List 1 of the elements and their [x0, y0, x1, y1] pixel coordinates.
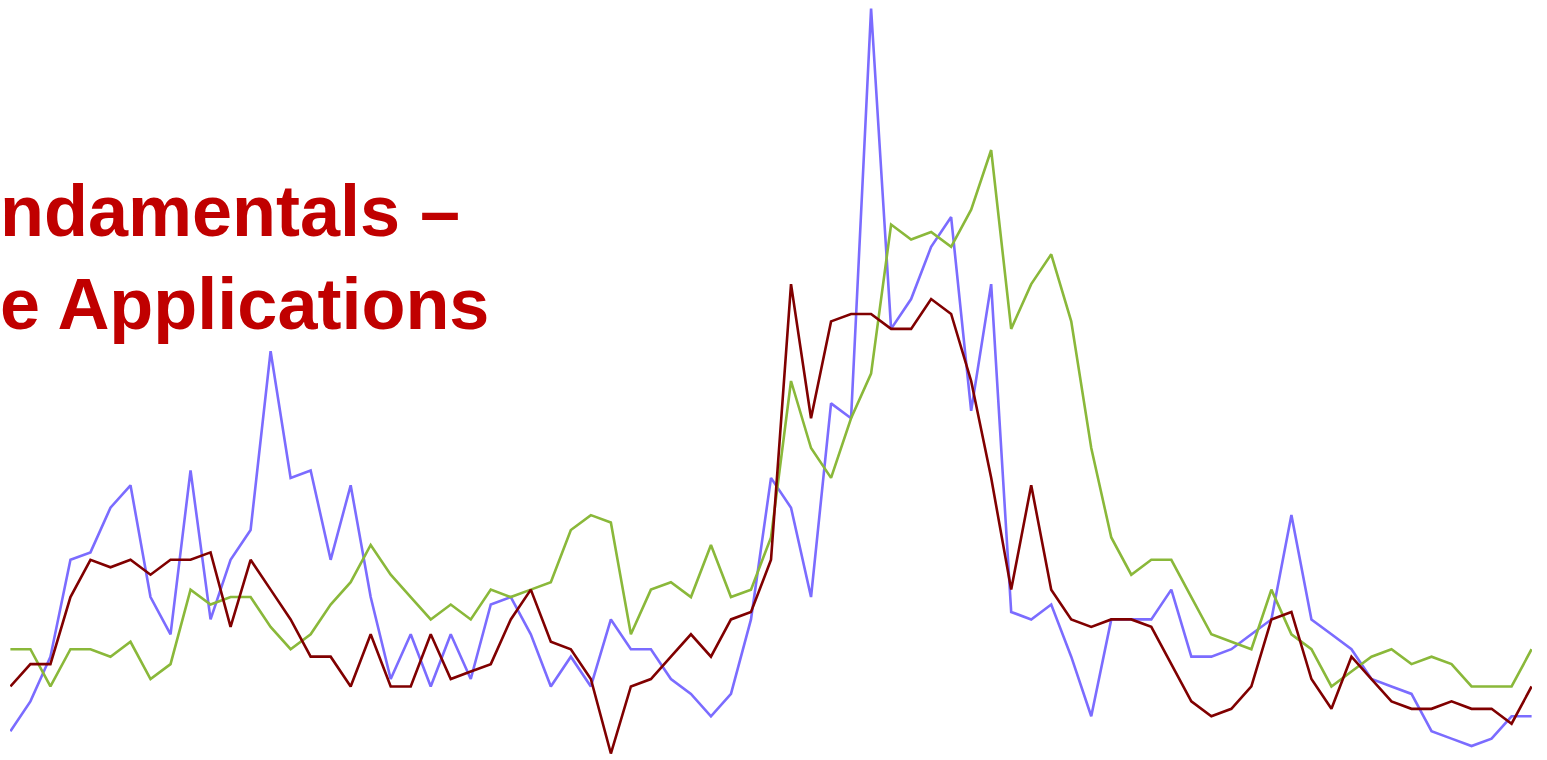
text: ndamentals – e Applications [0, 170, 490, 345]
